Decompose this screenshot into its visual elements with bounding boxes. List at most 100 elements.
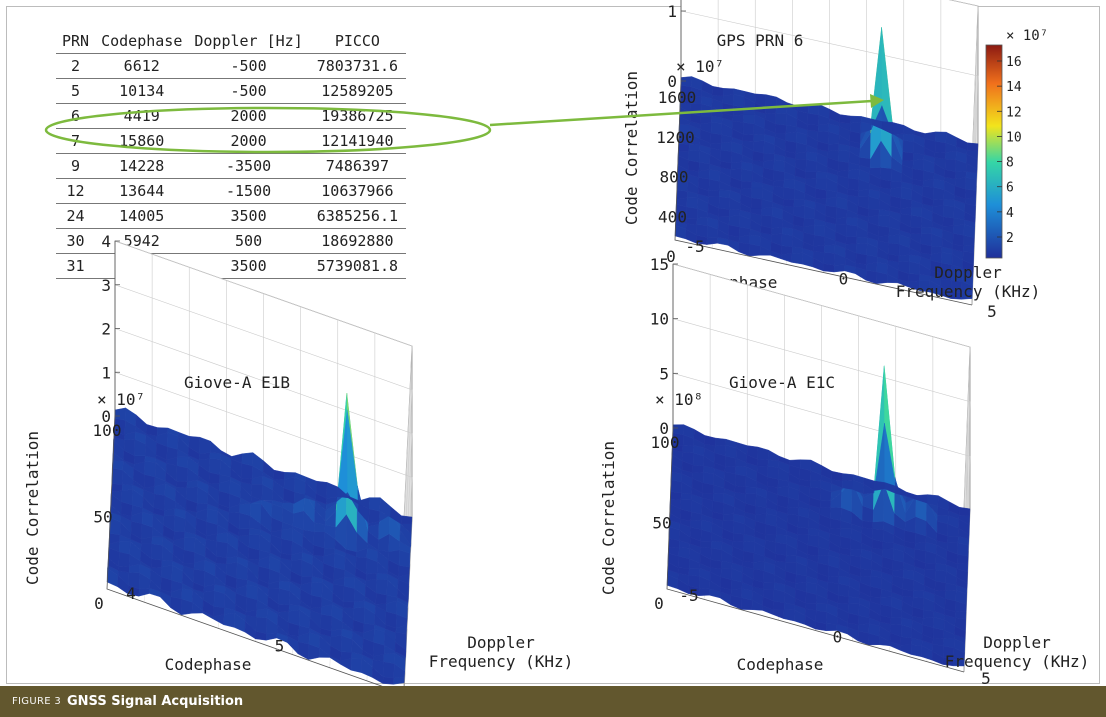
surface-patch xyxy=(888,234,900,245)
surface-patch xyxy=(313,531,325,549)
surface-patch xyxy=(238,528,250,537)
surface-patch xyxy=(868,208,880,217)
x-tick-label: 400 xyxy=(658,207,687,226)
y-axis-label-line: Doppler xyxy=(934,263,1002,282)
surface-mesh xyxy=(674,27,979,300)
surface-patch xyxy=(750,197,763,209)
surface-patch xyxy=(793,199,805,207)
surface-patch xyxy=(920,226,933,235)
table-cell: -500 xyxy=(188,53,309,79)
surface-patch xyxy=(924,562,937,571)
table-cell: 5942 xyxy=(95,228,189,254)
surface-patch xyxy=(111,467,124,485)
x-tick-label: 1600 xyxy=(658,88,697,107)
surface-patch xyxy=(932,199,945,207)
surface-patch xyxy=(288,604,301,612)
surface-patch xyxy=(710,122,723,135)
table-header-row: PRN Codephase Doppler [Hz] PICCO xyxy=(56,28,406,54)
surface-patch xyxy=(827,575,840,584)
surface-patch xyxy=(870,575,882,589)
z-tick-label: 5 xyxy=(659,364,669,383)
surface-patch xyxy=(807,534,820,548)
surface-patch xyxy=(819,500,832,509)
table-cell: 12 xyxy=(56,178,96,204)
surface-patch xyxy=(900,636,912,646)
surface-patch xyxy=(910,226,922,235)
y-axis-label-line: Doppler xyxy=(467,633,535,652)
z-axis-label: Code Correlation xyxy=(23,431,42,585)
table-row: 30 5942 500 18692880 xyxy=(56,228,407,254)
surface-patch xyxy=(209,458,221,475)
surface-patch xyxy=(749,234,761,247)
highlight-arrow xyxy=(44,94,884,154)
surface-patch xyxy=(965,188,977,200)
surface-patch xyxy=(751,187,763,200)
surface-patch xyxy=(350,657,363,673)
surface-patch xyxy=(781,245,793,255)
surface-patch xyxy=(686,197,698,209)
chart-title: GPS PRN 6 xyxy=(717,31,804,50)
table-row: 24 14005 3500 6385256.1 xyxy=(56,203,407,229)
surface-patch xyxy=(934,569,947,584)
z-tick-label: 0 xyxy=(101,407,111,426)
surface-patch xyxy=(787,507,799,516)
surface-patch xyxy=(809,480,822,489)
grid-line xyxy=(672,263,971,509)
floor-edge xyxy=(666,427,965,673)
surface-patch xyxy=(765,94,777,108)
table-cell: 9 xyxy=(56,153,96,179)
figure-frame xyxy=(6,6,1100,684)
surface-patch xyxy=(728,215,741,228)
z-axis-label: Code Correlation xyxy=(622,71,641,225)
x-tick-label: 50 xyxy=(93,508,112,527)
surface-patch xyxy=(153,493,166,511)
surface-patch xyxy=(740,180,753,190)
table-cell: 10637966 xyxy=(308,178,407,204)
table-row: 12 13644 -1500 10637966 xyxy=(56,178,407,204)
surface-patch xyxy=(771,226,783,235)
surface-patch xyxy=(718,196,731,210)
surface-patch xyxy=(846,216,858,227)
surface-patch xyxy=(775,534,787,545)
surface-patch xyxy=(878,215,890,228)
z-tick-label: 2 xyxy=(101,320,111,339)
surface-patch xyxy=(246,584,258,601)
y-tick-label: 5 xyxy=(987,302,997,321)
surface-patch xyxy=(914,542,927,552)
z-axis-label: Code Correlation xyxy=(599,441,618,595)
figure-caption-bar: FIGURE 3 GNSS Signal Acquisition xyxy=(0,686,1106,717)
z-tick-label: 0 xyxy=(659,419,669,438)
table-cell: -1500 xyxy=(188,178,309,204)
surface-patch xyxy=(830,507,842,521)
surface-patch xyxy=(791,252,803,265)
grid-line xyxy=(949,0,979,166)
surface-patch xyxy=(760,214,773,229)
floor-edge xyxy=(674,80,973,306)
surface-patch xyxy=(813,224,826,237)
surface-patch xyxy=(952,233,965,247)
x-tick-label: 800 xyxy=(660,168,689,187)
surface-patch xyxy=(710,540,723,551)
table-cell: 14005 xyxy=(95,203,189,229)
surface-patch xyxy=(880,604,892,619)
y-axis-label-line: Frequency (KHz) xyxy=(896,282,1041,301)
table-cell: 7 xyxy=(56,128,96,154)
surface-patch xyxy=(676,189,688,200)
x-tick-label: 0 xyxy=(666,247,676,266)
surface-patch xyxy=(841,480,854,490)
surface-patch xyxy=(320,614,333,632)
surface-patch xyxy=(742,134,755,142)
surface-patch xyxy=(850,115,862,124)
colorbar xyxy=(985,44,1003,259)
surface-patch xyxy=(845,236,858,245)
surface-patch xyxy=(710,547,723,562)
table-cell: 5 xyxy=(56,78,96,104)
y-tick-label: -5 xyxy=(685,237,704,256)
surface-patch xyxy=(682,444,694,453)
surface-patch xyxy=(935,131,947,144)
y-axis-label-line: Doppler xyxy=(983,633,1051,652)
surface-patch xyxy=(753,561,765,571)
z-tick-label: 4 xyxy=(101,232,111,251)
surface-patch xyxy=(912,159,925,171)
